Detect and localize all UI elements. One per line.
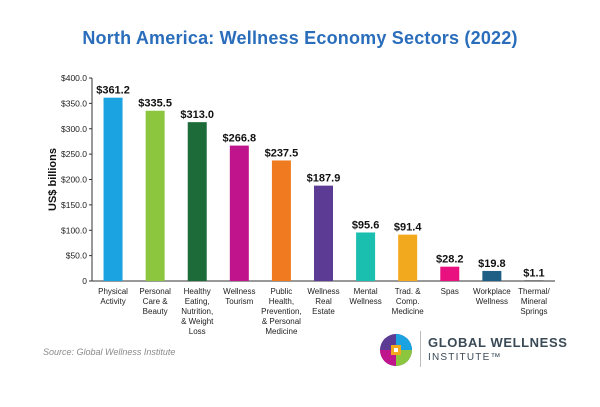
category-label: Trad. & Comp. Medicine: [392, 287, 425, 316]
bar: [356, 232, 376, 281]
value-label: $95.6: [352, 219, 380, 231]
category-label: Wellness Tourism: [223, 287, 255, 306]
value-label: $91.4: [394, 222, 422, 234]
value-label: $361.2: [96, 85, 130, 97]
bar: [145, 110, 165, 281]
org-name-line1: GLOBAL WELLNESS: [428, 335, 568, 350]
value-label: $313.0: [180, 109, 214, 121]
bar: [187, 122, 207, 281]
y-tick-label: $150.0: [61, 200, 87, 210]
y-tick-label: 0: [82, 276, 87, 286]
y-tick-label: $50.0: [66, 251, 88, 261]
value-label: $28.2: [436, 254, 464, 266]
y-tick-label: $100.0: [61, 225, 87, 235]
bar: [271, 160, 291, 281]
y-tick-label: $300.0: [61, 124, 87, 134]
category-label: Public Health, Prevention, & Personal Medici…: [261, 287, 301, 336]
category-label: Spas: [441, 287, 459, 296]
org-name-line2: INSTITUTE™: [428, 352, 502, 363]
category-label: Wellness Real Estate: [307, 287, 339, 316]
bar: [524, 280, 544, 281]
value-label: $187.9: [307, 173, 341, 185]
category-label: Mental Wellness: [349, 287, 381, 306]
category-label: Personal Care & Beauty: [139, 287, 171, 316]
value-label: $335.5: [138, 98, 172, 110]
logo-divider: [420, 331, 421, 367]
value-label: $19.8: [478, 258, 506, 270]
value-label: $237.5: [265, 147, 299, 159]
bar: [482, 270, 502, 281]
y-axis-label: US$ billions: [47, 148, 59, 211]
value-label: $266.8: [222, 133, 256, 145]
category-label: Workplace Wellness: [473, 287, 511, 306]
y-tick-label: $400.0: [61, 73, 87, 83]
bar: [314, 185, 333, 281]
bar: [398, 234, 418, 281]
y-tick-label: $350.0: [61, 98, 87, 108]
source-note: Source: Global Wellness Institute: [43, 347, 176, 357]
bar: [440, 266, 460, 281]
chart-title: North America: Wellness Economy Sectors …: [82, 28, 518, 48]
y-tick-label: $200.0: [61, 175, 87, 185]
category-label: Physical Activity: [98, 287, 128, 306]
y-tick-label: $250.0: [61, 149, 87, 159]
bar: [103, 97, 123, 281]
category-label: Thermal/Mineral Springs: [518, 287, 550, 316]
category-label: Healthy Eating, Nutrition, & Weight Loss: [181, 287, 214, 336]
gwi-logo-icon: [380, 334, 412, 366]
value-label: $1.1: [523, 267, 544, 279]
bar: [229, 145, 249, 281]
